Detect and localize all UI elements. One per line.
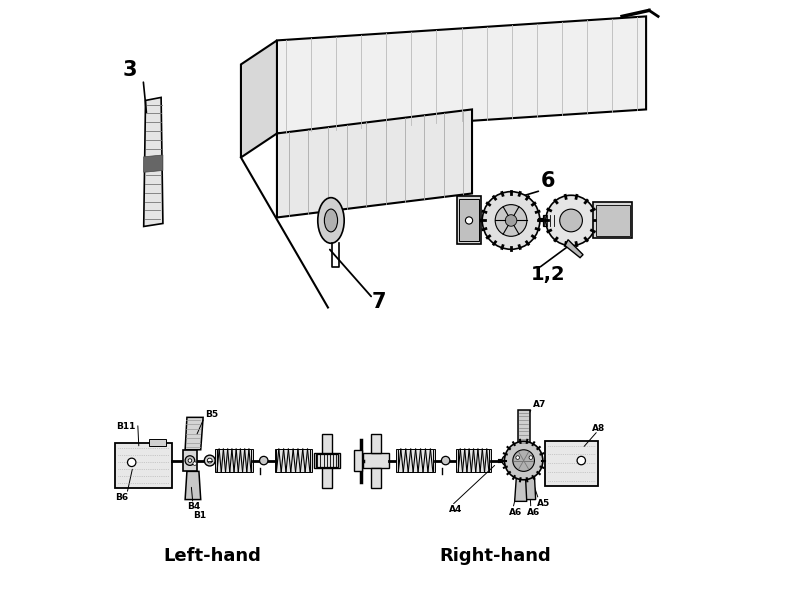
Text: B4: B4 [187, 502, 200, 511]
Text: B5: B5 [205, 411, 218, 419]
Circle shape [482, 192, 540, 249]
FancyBboxPatch shape [543, 215, 555, 226]
Text: B6: B6 [115, 493, 128, 502]
Circle shape [546, 195, 596, 245]
FancyBboxPatch shape [215, 449, 217, 472]
Polygon shape [565, 239, 583, 257]
FancyBboxPatch shape [458, 449, 489, 472]
Text: A4: A4 [449, 505, 462, 514]
FancyBboxPatch shape [398, 449, 433, 472]
FancyBboxPatch shape [513, 446, 534, 476]
Text: B1: B1 [193, 511, 206, 520]
FancyBboxPatch shape [459, 200, 479, 241]
Polygon shape [526, 476, 536, 499]
Polygon shape [185, 417, 203, 450]
Circle shape [188, 459, 192, 463]
Text: A5: A5 [537, 499, 550, 508]
Text: A7: A7 [533, 400, 546, 409]
Text: 6: 6 [541, 171, 555, 192]
FancyBboxPatch shape [322, 468, 331, 488]
FancyBboxPatch shape [316, 454, 338, 467]
Circle shape [529, 456, 533, 459]
Polygon shape [144, 98, 163, 227]
Circle shape [185, 456, 194, 466]
FancyBboxPatch shape [489, 449, 490, 472]
Text: A6: A6 [509, 508, 522, 517]
Circle shape [560, 209, 582, 232]
Polygon shape [241, 40, 277, 157]
FancyBboxPatch shape [362, 453, 389, 468]
FancyBboxPatch shape [371, 434, 381, 453]
FancyBboxPatch shape [354, 450, 362, 472]
FancyBboxPatch shape [115, 443, 172, 488]
Circle shape [207, 458, 212, 463]
FancyBboxPatch shape [396, 449, 398, 472]
Circle shape [259, 456, 268, 465]
Circle shape [442, 456, 450, 465]
Text: 1,2: 1,2 [531, 265, 566, 285]
Text: Left-hand: Left-hand [163, 547, 261, 565]
Text: Right-hand: Right-hand [439, 547, 550, 565]
Ellipse shape [324, 209, 338, 232]
FancyBboxPatch shape [217, 449, 251, 472]
Circle shape [127, 458, 136, 467]
Circle shape [505, 458, 510, 463]
Text: A8: A8 [592, 423, 606, 432]
FancyBboxPatch shape [371, 468, 381, 488]
Ellipse shape [318, 198, 344, 243]
FancyBboxPatch shape [433, 449, 435, 472]
FancyBboxPatch shape [546, 441, 598, 486]
Text: 7: 7 [372, 291, 386, 312]
Polygon shape [514, 476, 529, 501]
FancyBboxPatch shape [182, 450, 197, 472]
FancyBboxPatch shape [322, 434, 331, 453]
Circle shape [466, 217, 473, 224]
Circle shape [204, 455, 215, 466]
FancyBboxPatch shape [274, 449, 277, 472]
Circle shape [516, 456, 519, 459]
FancyBboxPatch shape [149, 438, 166, 446]
Polygon shape [277, 109, 472, 218]
Text: 3: 3 [122, 60, 137, 80]
Text: B11: B11 [116, 422, 135, 431]
Circle shape [502, 455, 513, 466]
FancyBboxPatch shape [590, 210, 595, 232]
Text: A6: A6 [526, 508, 540, 517]
Circle shape [577, 456, 586, 465]
Polygon shape [185, 472, 201, 499]
FancyBboxPatch shape [277, 449, 310, 472]
FancyBboxPatch shape [251, 449, 253, 472]
FancyBboxPatch shape [314, 453, 340, 468]
FancyBboxPatch shape [518, 409, 530, 446]
Circle shape [495, 204, 527, 236]
FancyBboxPatch shape [594, 203, 632, 238]
Circle shape [506, 215, 517, 226]
Polygon shape [277, 16, 646, 133]
FancyBboxPatch shape [596, 205, 630, 236]
Circle shape [513, 450, 534, 472]
FancyBboxPatch shape [310, 449, 312, 472]
Polygon shape [144, 155, 163, 172]
FancyBboxPatch shape [457, 197, 481, 244]
FancyBboxPatch shape [457, 449, 458, 472]
Circle shape [505, 441, 543, 480]
Circle shape [193, 462, 197, 466]
